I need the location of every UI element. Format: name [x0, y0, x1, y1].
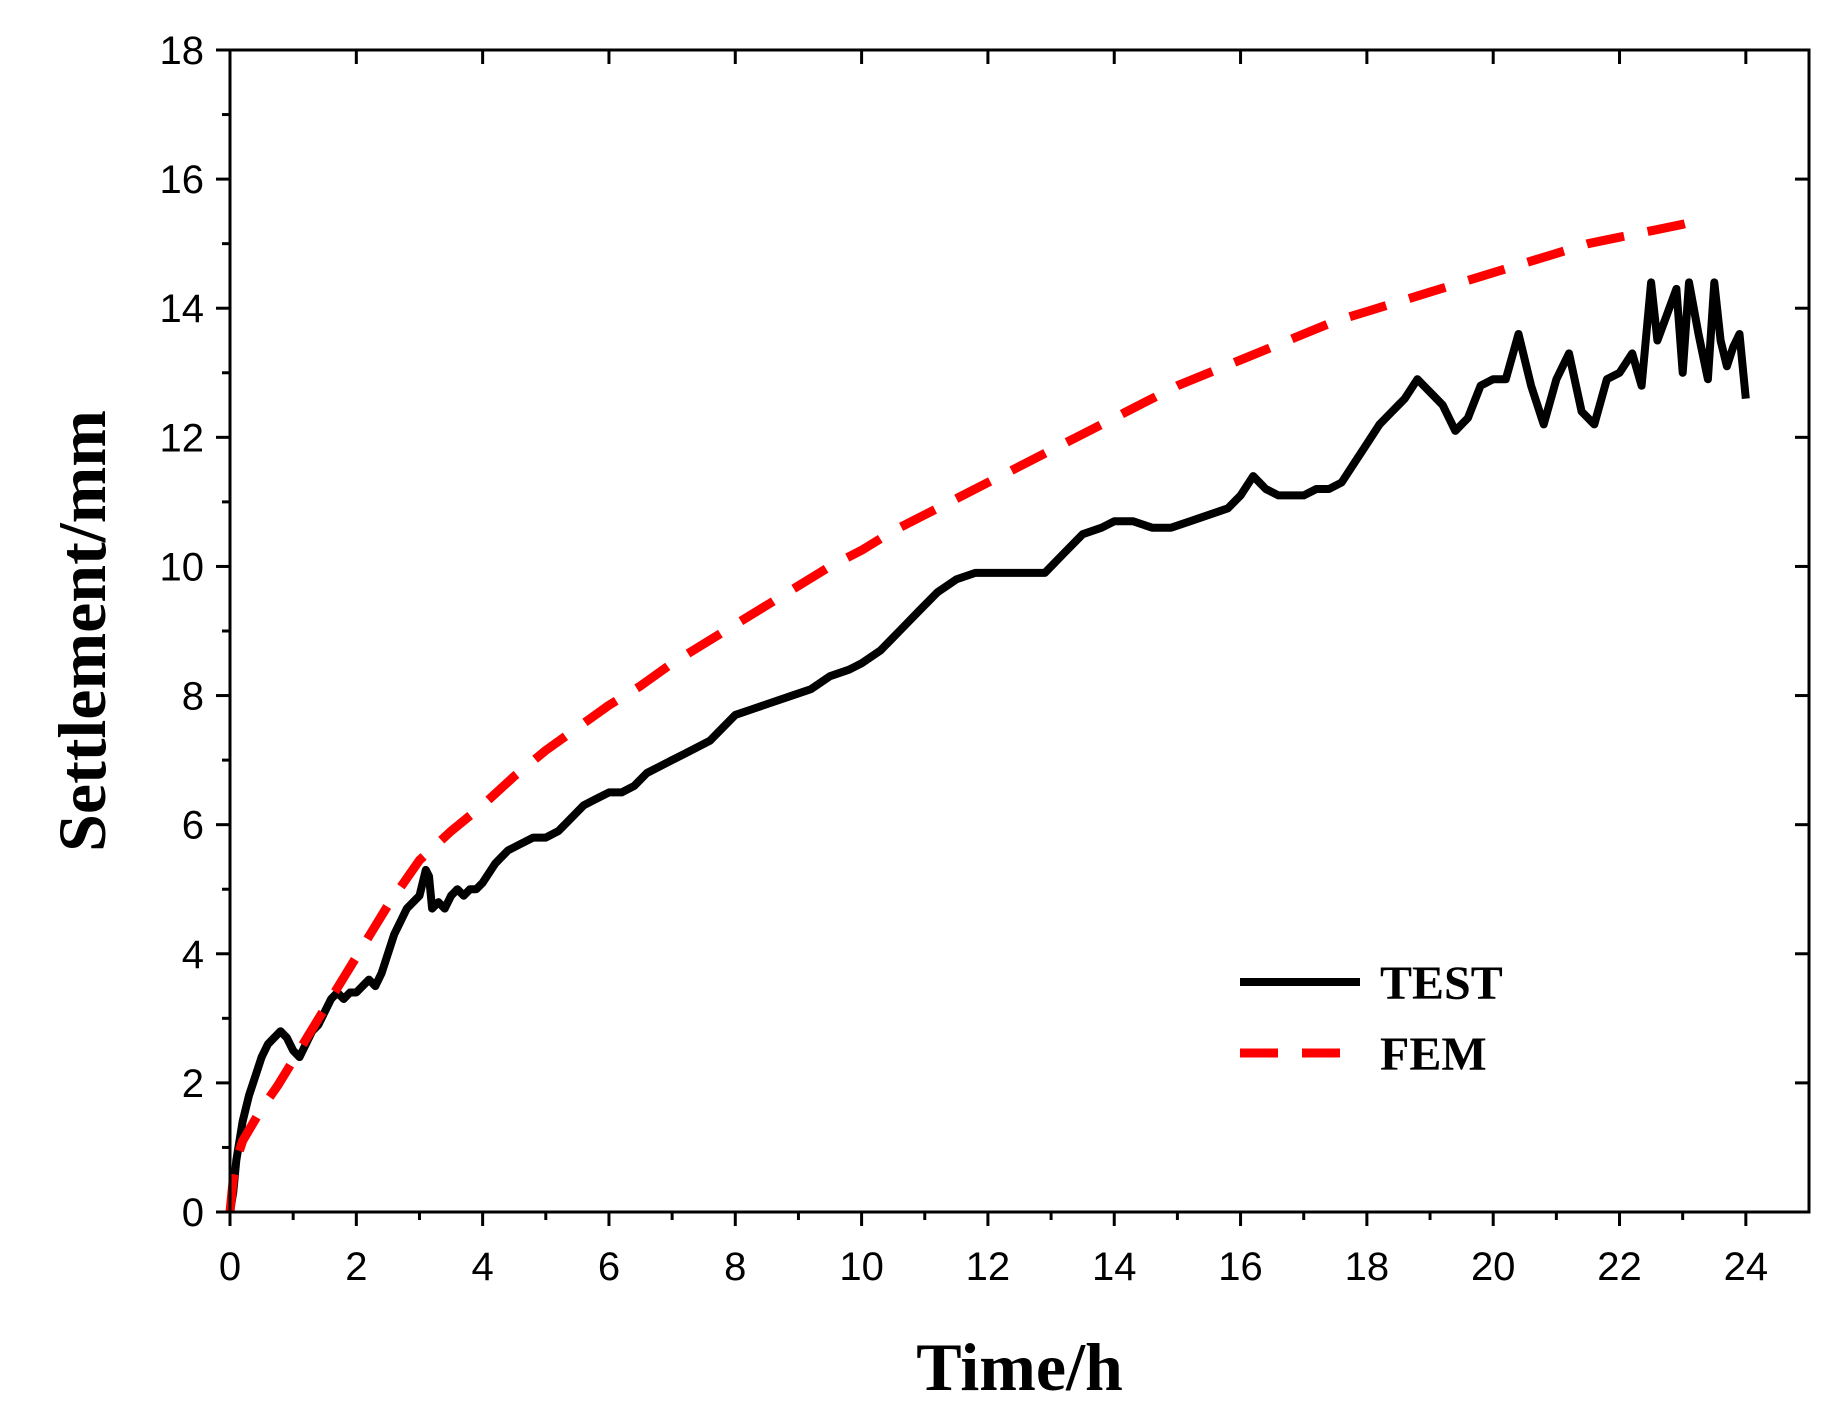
x-tick-label: 24: [1724, 1245, 1769, 1289]
y-tick-label: 16: [160, 158, 205, 202]
axis-ticks: [216, 48, 1809, 1226]
y-tick-label: 10: [160, 545, 205, 589]
y-tick-label: 18: [160, 29, 205, 73]
y-tick-label: 8: [182, 675, 204, 719]
x-tick-label: 2: [345, 1245, 367, 1289]
x-tick-label: 14: [1092, 1245, 1137, 1289]
y-tick-label: 0: [182, 1191, 204, 1235]
y-tick-label: 12: [160, 416, 205, 460]
series-line-fem: [225, 216, 1697, 1213]
x-tick-label: 0: [219, 1245, 241, 1289]
x-tick-label: 10: [839, 1245, 884, 1289]
plot-frame: [228, 48, 1811, 1214]
x-tick-label: 6: [598, 1245, 620, 1289]
x-tick-label: 12: [966, 1245, 1011, 1289]
x-tick-label: 18: [1345, 1245, 1390, 1289]
x-tick-label: 16: [1218, 1245, 1263, 1289]
x-tick-label: 8: [724, 1245, 746, 1289]
legend-fem-label: FEM: [1380, 1028, 1487, 1081]
series-line-test: [226, 278, 1750, 1213]
x-axis-title: Time/h: [916, 1329, 1123, 1405]
x-tick-label: 4: [472, 1245, 494, 1289]
legend-test-label: TEST: [1380, 957, 1503, 1010]
y-tick-label: 6: [182, 804, 204, 848]
y-tick-label: 2: [182, 1062, 204, 1106]
legend: TEST FEM: [1240, 957, 1503, 1081]
x-tick-label: 22: [1597, 1245, 1642, 1289]
y-axis-title: Settlement/mm: [44, 410, 120, 852]
x-tick-label: 20: [1471, 1245, 1516, 1289]
y-tick-label: 14: [160, 287, 205, 331]
plot-area: [225, 48, 1811, 1214]
y-tick-label: 4: [182, 933, 204, 977]
